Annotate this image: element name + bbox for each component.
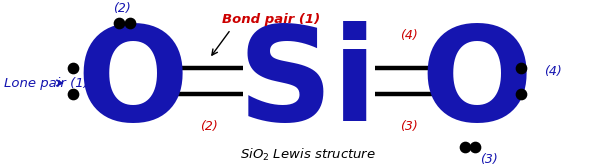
Point — [68, 67, 78, 70]
Text: O: O — [420, 21, 533, 148]
Text: Si: Si — [237, 21, 378, 148]
Text: Lone pair (1): Lone pair (1) — [4, 76, 89, 90]
Text: O: O — [76, 21, 189, 148]
Point — [114, 22, 124, 24]
Point — [460, 146, 470, 149]
Text: $SiO_2$ Lewis structure: $SiO_2$ Lewis structure — [239, 146, 376, 163]
Text: (2): (2) — [113, 2, 130, 15]
Text: (4): (4) — [400, 29, 418, 42]
Text: (4): (4) — [544, 65, 562, 78]
Text: (3): (3) — [400, 120, 418, 133]
Point — [516, 67, 526, 70]
Point — [470, 146, 480, 149]
Text: (2): (2) — [200, 120, 218, 133]
Point — [516, 93, 526, 96]
Point — [68, 93, 78, 96]
Text: (3): (3) — [480, 153, 498, 166]
Text: Bond pair (1): Bond pair (1) — [221, 13, 320, 26]
Point — [125, 22, 135, 24]
